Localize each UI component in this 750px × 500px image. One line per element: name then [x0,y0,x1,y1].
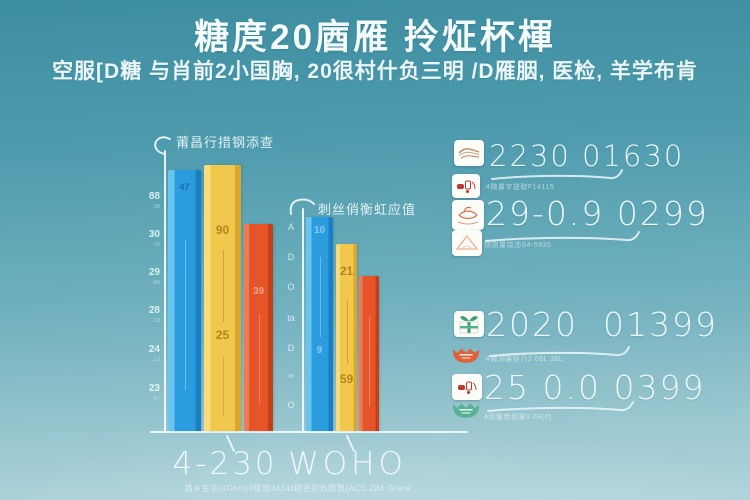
left-chart-x-label: 4-230 [172,446,278,482]
axis-hook-icon [154,136,171,155]
teal-badge-icon [452,403,480,418]
bar-value-label: 39 [252,286,265,297]
bar-value-label: 90 [215,223,230,237]
left-bar-yellow: 90 25 [204,165,241,431]
bar-value-label: 59 [339,372,354,386]
bar-value-label: 25 [215,328,230,342]
tick-value: 24 [148,344,160,355]
tick-subvalue: 88 [153,280,160,286]
stat-value: 2020 01399 [486,305,718,344]
tick-value: 28 [148,305,160,316]
right-bar-blue: 10 9 [306,217,333,431]
bar-value-label: 9 [316,345,323,356]
triangle-sketch-icon [452,230,482,256]
axis-tick: A [287,222,294,232]
left-bar-blue: 47 [168,170,201,431]
stat-caption: 4微量字提取F14115 [486,184,555,191]
axis-tick: ≈ [288,371,294,381]
left-chart-title: 莆昌行措钢添查 [176,135,275,150]
right-bar-yellow: 21 59 [336,244,357,431]
axis-tick: D [287,343,295,353]
tick-subvalue: 12 [153,357,160,363]
axis-tick: O [287,400,295,410]
tick-value: 29 [148,267,160,278]
bowl-sketch-icon [452,200,484,230]
right-bar-orange [359,276,379,431]
axis-tick: ta [287,313,295,323]
bar-value-label: 47 [179,182,190,192]
stat-caption: 4测量参烟量9 09(4) [484,414,552,421]
plant-box-icon [454,311,484,337]
axis-tick: 30 28 [134,230,160,250]
bar-value-label: 10 [313,225,326,236]
tick-value: 23 [148,383,160,394]
left-chart-y-axis [164,150,166,433]
bar-texture [222,250,224,322]
left-chart-caption: 路乡生活(4Gnm)9级放34346 [184,484,296,493]
right-chart-title: 刺丝俏衡虹应值 [318,202,417,217]
tick-subvalue: 29 [153,318,160,324]
tick-subvalue: 38 [153,204,160,210]
right-chart-x-axis [293,431,468,433]
axis-tick: 23 97 [134,384,160,404]
right-chart-y-axis [302,208,304,433]
left-bar-orange: 39 [244,224,273,431]
right-chart-x-label: WOHO [288,446,407,482]
left-chart-x-axis [150,431,352,433]
axis-tick: 29 88 [134,268,160,288]
axis-hook-icon [289,198,315,215]
stat-caption: 饧测量烧汤S4-5935 [484,242,552,249]
axis-tick: 28 29 [134,306,160,326]
right-chart-caption: 即密别烁障数(ACC.284 Grank [294,484,412,493]
dishes-icon [452,374,482,400]
page-title: 糖庹20庮雁 拎炡杯楎 [194,18,556,57]
bar-texture [319,257,321,337]
tick-subvalue: 28 [153,242,160,248]
stat-value: 25 0.0 0399 [484,368,706,407]
label-pointer-tick [226,435,235,452]
bar-texture [222,357,224,417]
axis-tick: 24 12 [134,345,160,365]
bar-texture [369,316,370,406]
dishes-icon [452,174,480,198]
axis-tick: 88 38 [134,192,160,212]
bar-texture [184,240,186,390]
stat-caption: 4微测量经介2 05L 38L [486,356,564,363]
tick-value: 30 [148,229,160,240]
orange-badge-icon [452,348,480,363]
axis-tick: D [287,252,295,262]
bar-texture [346,299,348,364]
stat-value: 2230 01630 [489,139,685,173]
food-sketch-icon [454,140,484,166]
bar-texture [258,314,260,404]
page-subtitle: 空服[D糖 与肖前2小国胸, 20很村什负三明 /D雁胭, 医检, 羊学布肯 [52,60,698,83]
stat-value: 29-0.9 0299 [486,194,709,233]
axis-tick: O [287,282,295,292]
underline-flourish [485,231,640,242]
tick-value: 88 [148,191,160,202]
tick-subvalue: 97 [153,396,160,402]
underline-flourish [491,169,623,180]
label-pointer-tick [346,435,355,452]
bar-value-label: 21 [339,264,354,278]
underline-flourish [487,401,634,412]
underline-flourish [489,346,630,357]
